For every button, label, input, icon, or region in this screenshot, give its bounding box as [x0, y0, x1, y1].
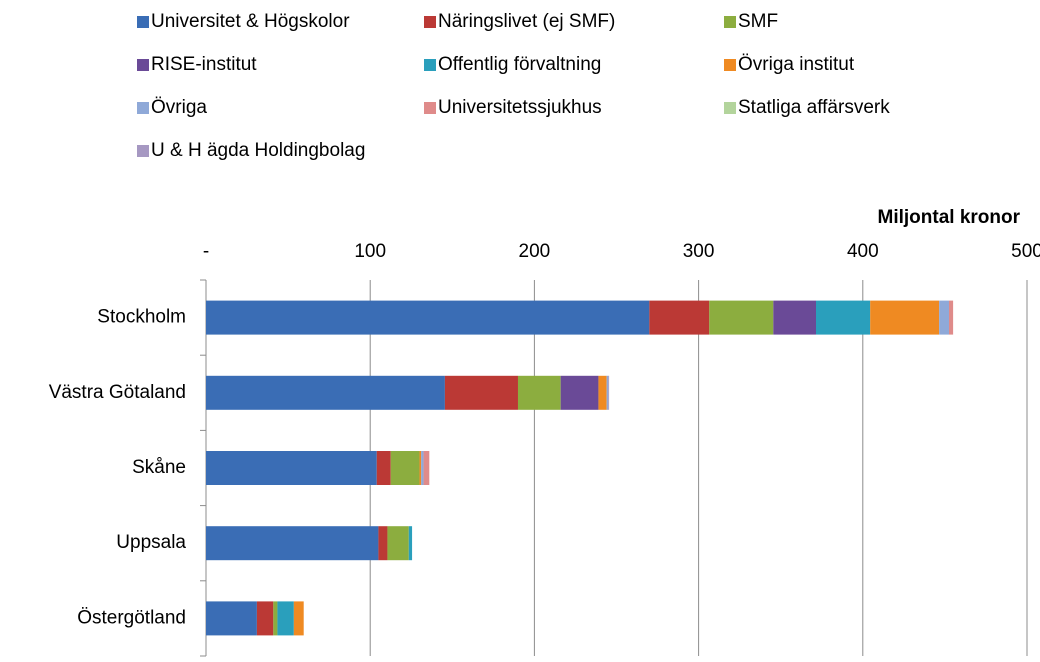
- bar-segment: [649, 300, 710, 335]
- bar-segment: [419, 451, 422, 485]
- y-tick-label: Uppsala: [116, 532, 186, 553]
- legend-label: U & H ägda Holdingbolag: [151, 140, 365, 161]
- bar-segment: [206, 526, 379, 561]
- legend-swatch: [137, 102, 149, 114]
- bar-segment: [939, 300, 950, 335]
- x-axis-label: Miljontal kronor: [878, 207, 1021, 228]
- bar-segment: [598, 375, 607, 410]
- legend-swatch: [137, 16, 149, 28]
- legend-label: Offentlig förvaltning: [438, 54, 601, 75]
- legend-swatch: [724, 102, 736, 114]
- bar-segment: [709, 300, 774, 335]
- bar-segment: [273, 601, 278, 636]
- bar-segment: [444, 375, 518, 410]
- bar-segment: [517, 375, 561, 410]
- bar-segment: [870, 300, 940, 335]
- legend-swatch: [424, 16, 436, 28]
- bar-segment: [376, 451, 391, 485]
- bar-segment: [390, 451, 420, 485]
- legend-label: Näringslivet (ej SMF): [438, 11, 615, 32]
- x-tick-label: 200: [519, 241, 551, 262]
- legend-swatch: [137, 145, 149, 157]
- bar-segment: [423, 451, 430, 485]
- legend-label: Statliga affärsverk: [738, 97, 890, 118]
- bar-segment: [206, 375, 445, 410]
- bar-segment: [293, 601, 304, 636]
- legend-label: Övriga institut: [738, 54, 855, 75]
- bar-segment: [387, 526, 409, 561]
- y-tick-label: Östergötland: [77, 607, 186, 628]
- legend-label: Universitetssjukhus: [438, 97, 602, 118]
- x-tick-label: 300: [683, 241, 715, 262]
- legend-swatch: [424, 102, 436, 114]
- bar-segment: [421, 451, 424, 485]
- legend-swatch: [424, 59, 436, 71]
- bar-segment: [408, 526, 413, 561]
- bar-segment: [277, 601, 294, 636]
- bar-segment: [206, 300, 650, 335]
- bar-segment: [949, 300, 954, 335]
- bar-segment: [816, 300, 871, 335]
- y-tick-label: Skåne: [132, 457, 186, 478]
- x-tick-label: -: [203, 241, 209, 262]
- y-tick-label: Stockholm: [97, 307, 186, 328]
- legend-label: RISE-institut: [151, 54, 257, 75]
- bar-segment: [256, 601, 274, 636]
- y-tick-label: Västra Götaland: [49, 382, 186, 403]
- bar-segment: [773, 300, 817, 335]
- legend-label: SMF: [738, 11, 778, 32]
- legend-swatch: [724, 16, 736, 28]
- legend-swatch: [137, 59, 149, 71]
- legend-swatch: [724, 59, 736, 71]
- bar-segment: [206, 451, 377, 485]
- x-tick-label: 100: [354, 241, 386, 262]
- x-tick-label: 400: [847, 241, 879, 262]
- bar-segment: [608, 375, 610, 410]
- bar-segment: [606, 375, 609, 410]
- bar-segment: [378, 526, 388, 561]
- bar-segment: [206, 601, 257, 636]
- bar-segment: [560, 375, 599, 410]
- legend-label: Övriga: [151, 97, 207, 118]
- x-tick-label: 500: [1011, 241, 1040, 262]
- legend-label: Universitet & Högskolor: [151, 11, 350, 32]
